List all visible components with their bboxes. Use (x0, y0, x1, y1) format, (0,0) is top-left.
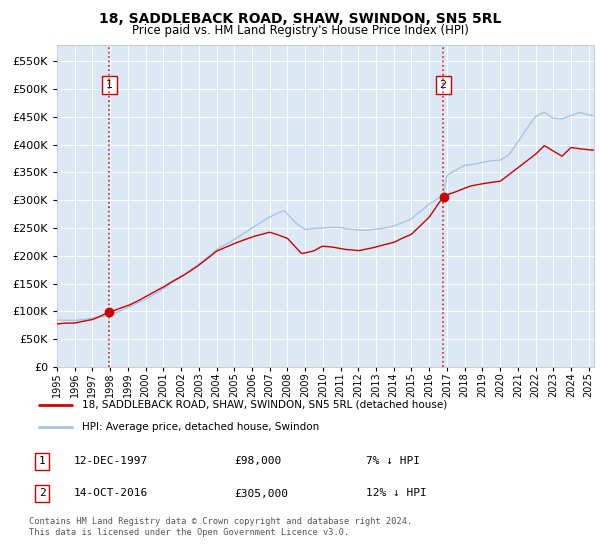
Text: 12% ↓ HPI: 12% ↓ HPI (365, 488, 426, 498)
Text: £98,000: £98,000 (235, 456, 282, 466)
Text: 14-OCT-2016: 14-OCT-2016 (73, 488, 148, 498)
Text: Contains HM Land Registry data © Crown copyright and database right 2024.
This d: Contains HM Land Registry data © Crown c… (29, 517, 412, 537)
Text: 12-DEC-1997: 12-DEC-1997 (73, 456, 148, 466)
Text: 7% ↓ HPI: 7% ↓ HPI (365, 456, 419, 466)
Text: Price paid vs. HM Land Registry's House Price Index (HPI): Price paid vs. HM Land Registry's House … (131, 24, 469, 36)
Text: 1: 1 (39, 456, 46, 466)
Text: 2: 2 (440, 80, 447, 90)
Text: £305,000: £305,000 (235, 488, 289, 498)
Text: 2: 2 (39, 488, 46, 498)
Text: 1: 1 (106, 80, 113, 90)
Text: HPI: Average price, detached house, Swindon: HPI: Average price, detached house, Swin… (82, 422, 319, 432)
Text: 18, SADDLEBACK ROAD, SHAW, SWINDON, SN5 5RL (detached house): 18, SADDLEBACK ROAD, SHAW, SWINDON, SN5 … (82, 400, 447, 410)
Text: 18, SADDLEBACK ROAD, SHAW, SWINDON, SN5 5RL: 18, SADDLEBACK ROAD, SHAW, SWINDON, SN5 … (99, 12, 501, 26)
